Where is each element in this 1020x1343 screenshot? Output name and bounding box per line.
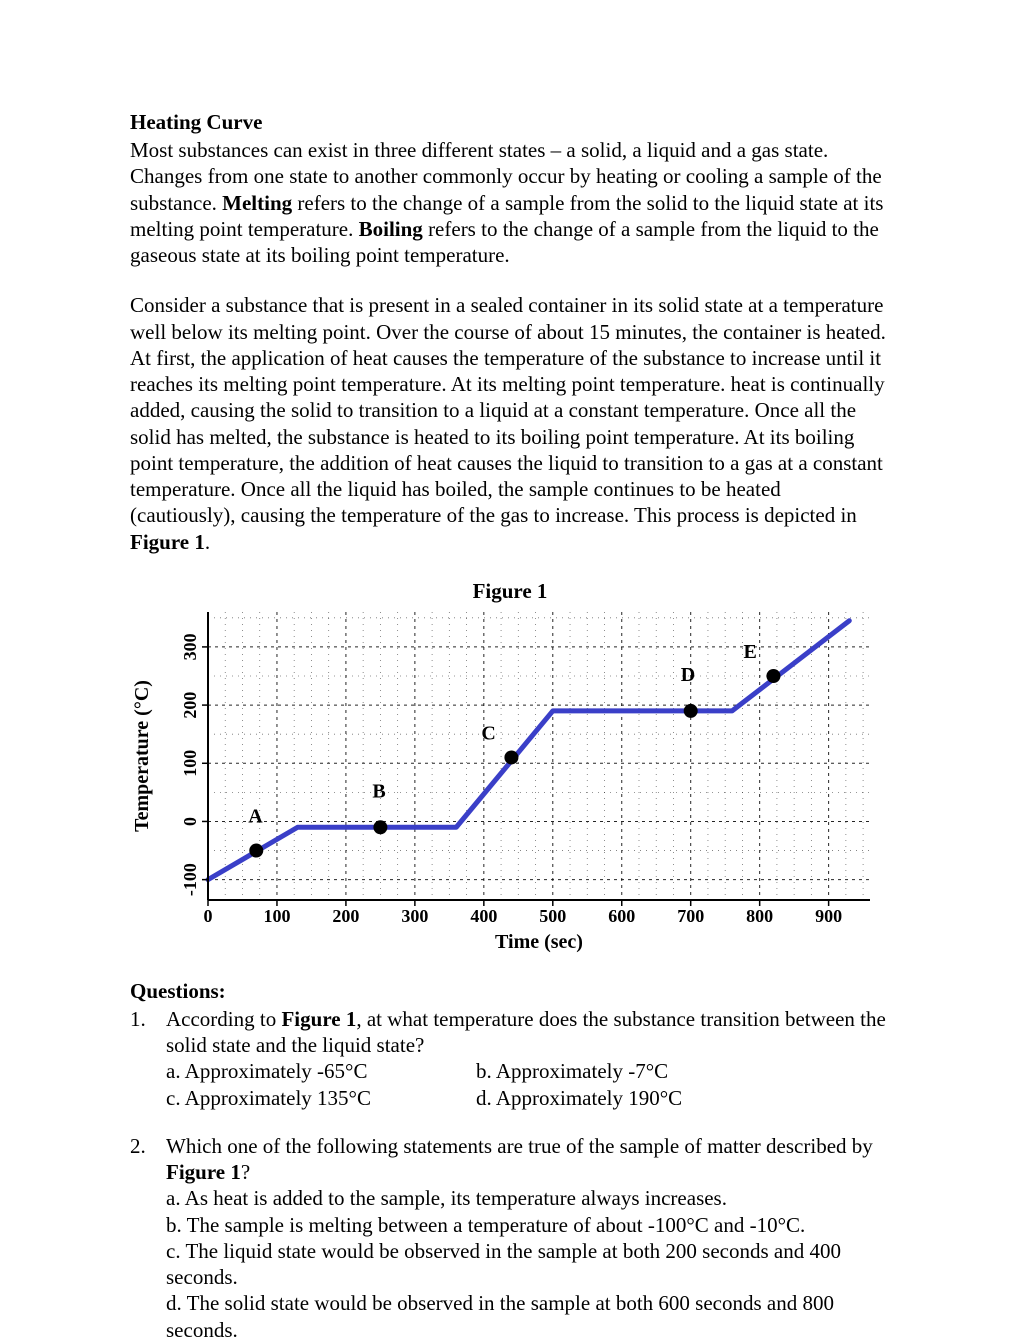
option-a: a. Approximately -65°C [166,1058,466,1084]
text: Consider a substance that is present in … [130,293,886,527]
question-2: 2. Which one of the following statements… [130,1133,890,1343]
page: Heating Curve Most substances can exist … [0,0,1020,1320]
question-number: 1. [130,1006,166,1111]
svg-text:D: D [681,664,695,686]
intro-para-2: Consider a substance that is present in … [130,292,890,555]
svg-text:Time (sec): Time (sec) [495,931,583,953]
svg-text:900: 900 [815,906,842,926]
svg-text:A: A [248,805,263,827]
doc-title: Heating Curve [130,110,890,135]
figure-ref: Figure 1 [281,1007,356,1031]
option-d: d. Approximately 190°C [476,1085,890,1111]
svg-text:200: 200 [180,691,200,718]
svg-text:100: 100 [263,906,290,926]
figure-ref: Figure 1 [166,1160,241,1184]
question-body: Which one of the following statements ar… [166,1133,890,1343]
figure-ref: Figure 1 [130,530,205,554]
options: a. Approximately -65°C b. Approximately … [166,1058,890,1111]
option-c: c. The liquid state would be observed in… [166,1238,890,1291]
question-body: According to Figure 1, at what temperatu… [166,1006,890,1111]
option-b: b. Approximately -7°C [476,1058,890,1084]
question-number: 2. [130,1133,166,1343]
text: ? [241,1160,250,1184]
figure-title: Figure 1 [130,579,890,604]
svg-text:300: 300 [180,633,200,660]
svg-text:C: C [481,722,495,744]
intro-para-1: Most substances can exist in three diffe… [130,137,890,268]
svg-text:500: 500 [539,906,566,926]
svg-text:300: 300 [401,906,428,926]
question-1: 1. According to Figure 1, at what temper… [130,1006,890,1111]
option-d: d. The solid state would be observed in … [166,1290,890,1343]
svg-text:600: 600 [608,906,635,926]
svg-text:0: 0 [204,906,213,926]
term-melting: Melting [222,191,292,215]
svg-text:0: 0 [180,817,200,826]
svg-text:400: 400 [470,906,497,926]
text: Which one of the following statements ar… [166,1134,873,1158]
svg-text:-100: -100 [180,863,200,896]
text: According to [166,1007,281,1031]
svg-text:700: 700 [677,906,704,926]
figure-1: Figure 1 A B C D E 0 100 200 300 400 500 600 700 800 9… [130,579,890,961]
svg-text:800: 800 [746,906,773,926]
term-boiling: Boiling [359,217,423,241]
svg-text:200: 200 [332,906,359,926]
option-a: a. As heat is added to the sample, its t… [166,1185,890,1211]
question-stem: Which one of the following statements ar… [166,1133,890,1186]
svg-text:E: E [743,641,756,663]
text: . [205,530,210,554]
question-stem: According to Figure 1, at what temperatu… [166,1006,890,1059]
svg-text:B: B [372,780,385,802]
svg-text:Temperature (°C): Temperature (°C) [131,680,153,832]
questions-heading: Questions: [130,979,890,1004]
heating-curve-chart: ABCDE0100200300400500600700800900-100010… [130,606,890,956]
svg-text:100: 100 [180,750,200,777]
option-c: c. Approximately 135°C [166,1085,466,1111]
option-b: b. The sample is melting between a tempe… [166,1212,890,1238]
